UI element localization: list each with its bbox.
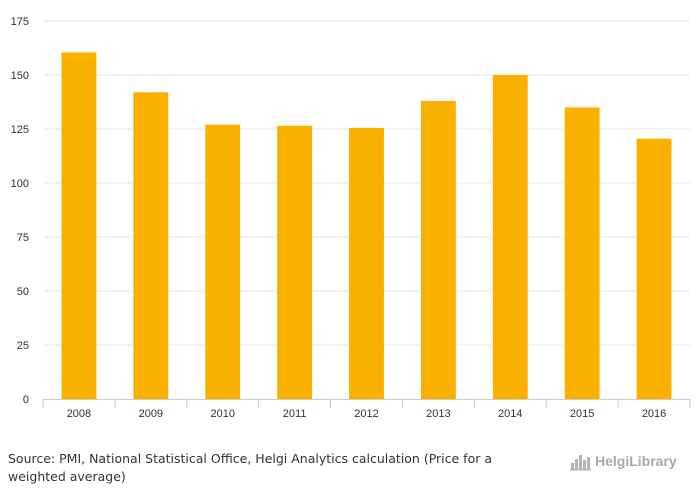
y-axis-ticks: 0 25 50 75 100 125 150 175: [11, 16, 29, 406]
x-axis: [42, 399, 691, 408]
bar-2011: [277, 125, 313, 399]
source-note: Source: PMI, National Statistical Office…: [8, 451, 492, 484]
y-tick-label: 25: [17, 340, 29, 352]
y-tick-label: 100: [11, 178, 29, 190]
bar-2012: [349, 127, 384, 400]
brand-name: HelgiLibrary: [595, 453, 677, 469]
x-tick-label: 2013: [426, 408, 450, 420]
y-tick-label: 50: [17, 286, 29, 298]
brand-logo: HelgiLibrary: [570, 450, 695, 472]
x-tick-label: 2016: [642, 408, 666, 420]
bar-2013: [420, 100, 456, 400]
y-tick-label: 125: [11, 124, 29, 136]
x-tick-label: 2010: [210, 408, 234, 420]
bar-2016: [636, 138, 672, 399]
x-tick-label: 2009: [139, 408, 163, 420]
bar-2008: [61, 52, 97, 399]
bars: [61, 52, 672, 400]
y-tick-label: 150: [11, 70, 29, 82]
x-tick-label: 2014: [498, 408, 522, 420]
y-tick-label: 75: [17, 232, 29, 244]
y-tick-label: 0: [23, 394, 29, 406]
x-tick-label: 2008: [67, 408, 91, 420]
bar-chart: 0 25 50 75 100 125 150 175 2008 2009 2010 2011 2012…: [11, 16, 691, 420]
x-tick-label: 2015: [570, 408, 594, 420]
helgilibrary-logo-icon: [570, 455, 591, 471]
bar-2009: [133, 92, 169, 399]
bar-2015: [564, 107, 600, 400]
x-tick-label: 2012: [354, 408, 378, 420]
x-tick-label: 2011: [283, 408, 307, 420]
x-axis-ticks: 2008 2009 2010 2011 2012 2013 2014 2015 2016: [67, 408, 667, 420]
bar-2010: [205, 124, 241, 400]
bar-2014: [492, 75, 528, 399]
y-tick-label: 175: [11, 16, 29, 28]
